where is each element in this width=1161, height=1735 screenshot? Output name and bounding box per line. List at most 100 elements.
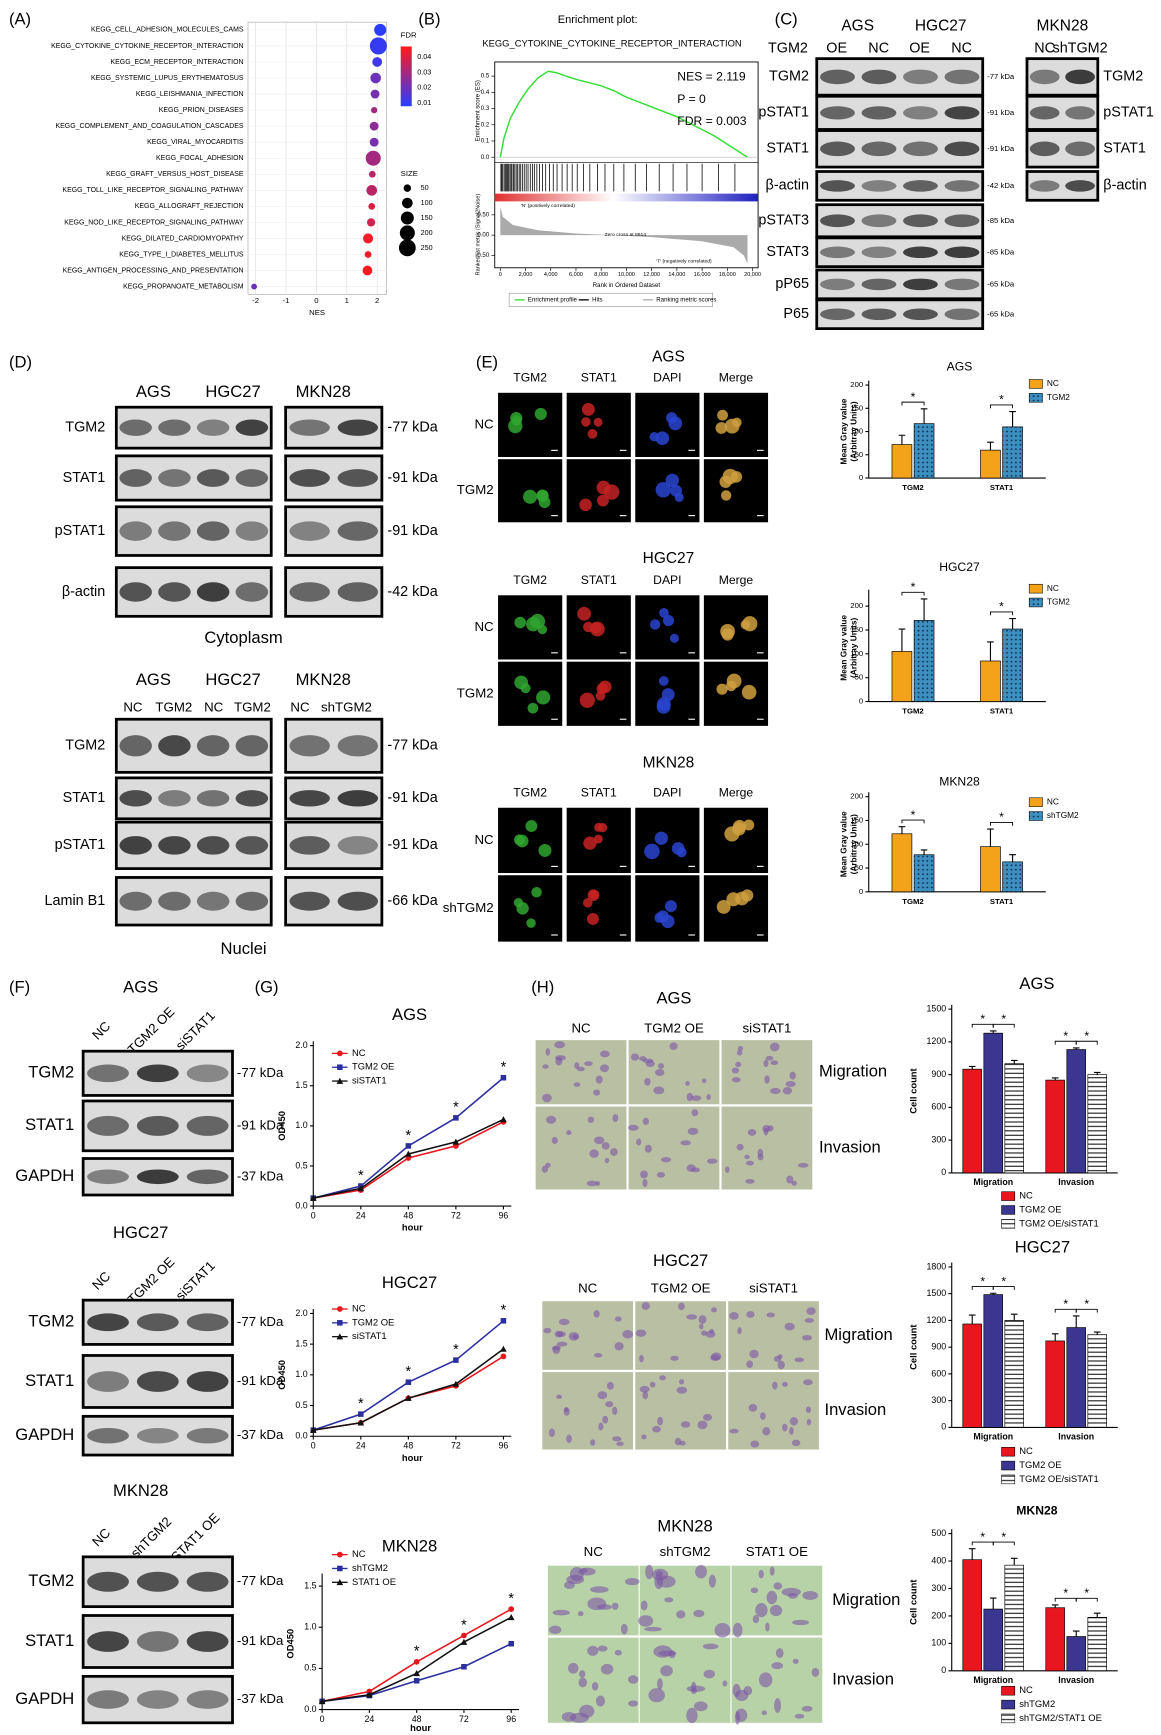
- legend-swatch: [1001, 1474, 1016, 1485]
- x-tick-label: Migration: [973, 1432, 1013, 1442]
- y-tick-label: 0.5: [295, 1160, 307, 1170]
- band: [196, 419, 230, 436]
- band: [235, 582, 269, 602]
- y-tick-label: 1800: [927, 1261, 947, 1271]
- row-label: Lamin B1: [45, 893, 106, 909]
- cell: [659, 608, 669, 618]
- cell: [803, 1379, 813, 1386]
- x-tick-label: 2: [375, 296, 379, 305]
- y-tick-label: 0.5: [295, 1400, 307, 1410]
- micrograph-title: MKN28: [657, 1516, 712, 1535]
- size-key: [403, 184, 412, 192]
- y-tick-label: 0: [859, 473, 863, 482]
- legend-label: TGM2 OE: [1019, 1203, 1061, 1214]
- cell: [597, 1391, 608, 1400]
- cell: [589, 621, 605, 637]
- cell: [686, 1707, 698, 1724]
- group-label: HGC27: [915, 18, 967, 35]
- chart-title: Enrichment plot:: [558, 14, 638, 26]
- bracket: [901, 819, 925, 824]
- bar: [913, 854, 935, 893]
- band: [944, 180, 980, 192]
- row-label: pSTAT3: [758, 213, 809, 229]
- x-tick-label: 96: [498, 1441, 508, 1451]
- lane-label: TGM2: [155, 700, 192, 715]
- cell: [620, 1623, 628, 1635]
- cell: [581, 402, 595, 416]
- size-key: [402, 197, 413, 209]
- cell: [737, 1327, 742, 1335]
- lane-label: shTGM2: [1053, 40, 1108, 56]
- bar: [1066, 1636, 1086, 1672]
- bracket: [990, 404, 1014, 409]
- row-label: TGM2: [769, 69, 809, 85]
- cell: [716, 899, 731, 914]
- row-label: β-actin: [766, 178, 809, 194]
- significance: *: [999, 810, 1004, 824]
- cell: [514, 616, 527, 629]
- chart-title: MKN28: [382, 1536, 437, 1555]
- cell: [639, 1354, 644, 1363]
- legend-title: SIZE: [401, 169, 418, 178]
- y-tick-label: 0.0: [295, 1200, 307, 1210]
- row-label: STAT1: [25, 1371, 74, 1390]
- cell: [711, 1352, 722, 1361]
- x-tick-label: 0: [320, 1714, 325, 1724]
- cell: [595, 691, 606, 701]
- lane-label: OE: [826, 40, 847, 56]
- y-axis-label: Enrichment score (ES): [475, 80, 482, 141]
- cell: [730, 471, 743, 483]
- cell: [642, 1178, 648, 1188]
- y-tick-label: 0.1: [481, 138, 490, 145]
- annotation: FDR = 0.003: [677, 114, 746, 128]
- row-label: STAT1: [25, 1631, 74, 1650]
- bracket: [990, 611, 1014, 616]
- band: [235, 891, 269, 911]
- y-axis-label: (Arbitray Units): [849, 401, 859, 462]
- error-bar: [1051, 1077, 1059, 1081]
- band: [903, 106, 938, 120]
- band: [87, 1427, 129, 1444]
- point: [500, 1074, 507, 1081]
- cell: [666, 412, 678, 424]
- x-tick-label: 24: [356, 1210, 366, 1220]
- cell: [627, 1124, 639, 1131]
- significance: *: [980, 1012, 985, 1026]
- band: [337, 891, 379, 911]
- colorbar-label: 0.03: [417, 67, 431, 76]
- band: [944, 214, 980, 228]
- dot: [364, 251, 372, 258]
- legend-label: TGM2 OE/siSTAT1: [1019, 1473, 1098, 1484]
- band: [186, 1427, 229, 1444]
- cell: [645, 1564, 654, 1580]
- cell: [741, 684, 757, 700]
- point: [405, 1394, 412, 1401]
- size-label: 150: [421, 213, 433, 222]
- cell: [612, 1114, 619, 1123]
- cell: [584, 1061, 593, 1067]
- band: [235, 790, 269, 807]
- bar: [962, 1559, 982, 1672]
- x-tick-label: Migration: [973, 1675, 1013, 1685]
- point: [413, 1658, 420, 1665]
- error-bar: [920, 408, 928, 424]
- band: [861, 141, 897, 157]
- legend-swatch: [1001, 1686, 1016, 1696]
- cell: [649, 619, 661, 630]
- error-bar: [1051, 1333, 1059, 1341]
- band: [196, 735, 230, 757]
- cell: [599, 1064, 610, 1073]
- bar: [913, 620, 935, 702]
- x-tick-label: Invasion: [1058, 1675, 1094, 1685]
- band: [861, 308, 897, 321]
- y-tick-label: 100: [931, 1638, 946, 1648]
- dot: [371, 106, 378, 114]
- bracket: [901, 401, 925, 406]
- y-tick-label: 300: [931, 1583, 946, 1593]
- cell: [658, 676, 669, 686]
- band: [158, 891, 191, 911]
- legend-marker: [336, 1333, 344, 1340]
- cell: [604, 1157, 610, 1164]
- legend-label: Hits: [592, 296, 602, 303]
- cell: [602, 1415, 609, 1424]
